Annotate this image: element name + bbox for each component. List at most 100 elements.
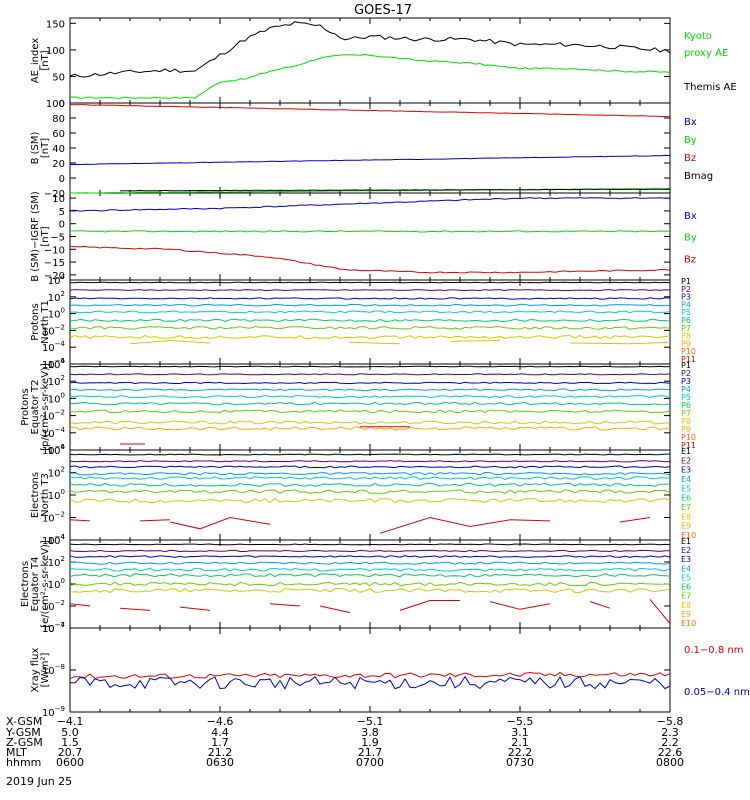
y-axis-label: Xray flux [30, 648, 41, 693]
series-kyoto-ae [69, 53, 671, 99]
footer-value: 2.2 [661, 736, 679, 749]
footer-value: 20.7 [58, 746, 83, 759]
legend-label: P10 [681, 347, 696, 356]
y-tick-label: 80 [52, 114, 65, 125]
footer-value: −5.1 [357, 715, 384, 728]
series-bsm-bz [69, 104, 670, 118]
series-p4 [69, 303, 671, 307]
legend-label: P5 [681, 393, 691, 402]
footer-value: 3.8 [361, 726, 379, 739]
series-e5 [69, 476, 671, 481]
legend-label: Kyoto [684, 31, 712, 42]
panel-frame [69, 17, 671, 104]
series-p7 [69, 325, 671, 330]
footer-row-label: Z-GSM [6, 736, 43, 749]
series-p9-gaps-2 [449, 340, 501, 342]
legend-label: E4 [681, 564, 691, 573]
series-p2 [69, 289, 671, 292]
legend-label: P9 [681, 425, 691, 434]
legend-label: E10 [681, 531, 696, 540]
y-axis-label: [nT] [40, 226, 51, 246]
series-e4 [69, 471, 671, 476]
series-e9-gaps-4 [619, 517, 651, 523]
y-tick-label: 0 [59, 174, 65, 185]
legend-label: P11 [681, 355, 696, 364]
y-tick-label: −10 [44, 245, 65, 256]
y-tick-label: −15 [44, 258, 65, 269]
series-e2 [69, 549, 671, 553]
legend-label: E2 [681, 546, 691, 555]
footer-value: 0800 [656, 756, 684, 769]
legend-label: P3 [681, 293, 691, 302]
legend-label: By [684, 233, 697, 244]
y-axis-label: [nT] [40, 138, 51, 158]
series-bdiff-bx [69, 197, 670, 212]
y-tick-label: 20 [52, 159, 65, 170]
legend-label: P10 [681, 433, 696, 442]
series-e9-gaps-8 [649, 599, 671, 624]
legend-label: E2 [681, 456, 691, 465]
footer-value: −4.1 [57, 715, 84, 728]
legend-label: P3 [681, 377, 691, 386]
series-p5 [69, 395, 671, 399]
footer-row-label: X-GSM [6, 715, 42, 728]
legend-label: E6 [681, 494, 691, 503]
legend-label: P4 [681, 385, 691, 394]
legend-label: E3 [681, 466, 691, 475]
panel-frame [69, 363, 671, 451]
legend-label: P7 [681, 324, 691, 333]
series-e9-gaps-3 [269, 603, 301, 607]
footer-value: 5.0 [61, 726, 79, 739]
y-tick-label: −20 [44, 271, 65, 282]
y-tick-label: 104 [48, 273, 66, 287]
series-e2 [69, 460, 671, 463]
series-e6 [69, 482, 671, 487]
series-e9-gaps-5 [399, 600, 460, 611]
legend-label: 0.1−0.8 nm [684, 645, 743, 656]
legend-label: P7 [681, 409, 691, 418]
legend-label: proxy AE [684, 48, 728, 59]
footer-value: 0600 [56, 756, 84, 769]
legend-label: P11 [681, 441, 696, 450]
footer-value: 2.3 [661, 726, 679, 739]
footer-value: 0730 [506, 756, 534, 769]
footer-value: 1.5 [61, 736, 79, 749]
series-e9-gaps-6 [489, 601, 551, 610]
footer-value: 0630 [206, 756, 234, 769]
legend-label: Themis AE [683, 82, 737, 93]
legend-label: P5 [681, 308, 691, 317]
series-e9-gaps-4 [319, 605, 351, 614]
series-p6 [69, 401, 671, 406]
series-e9-gaps-0 [69, 519, 91, 522]
footer-value: −4.6 [207, 715, 234, 728]
series-xray-short [69, 675, 671, 690]
series-e8 [69, 588, 671, 594]
legend-label: E6 [681, 583, 691, 592]
footer-value: −5.5 [507, 715, 534, 728]
y-tick-label: 10 [52, 194, 65, 205]
y-tick-label: 150 [46, 19, 65, 30]
y-axis-label: North T3 [40, 473, 51, 517]
legend-label: E9 [681, 522, 691, 531]
series-p2 [69, 373, 671, 376]
y-tick-label: 0 [59, 99, 65, 110]
series-e3 [69, 465, 671, 469]
date-label: 2019 Jun 25 [6, 775, 72, 788]
series-e9-gaps-1 [119, 607, 151, 611]
series-e9-gaps-2 [169, 516, 271, 530]
series-e3 [69, 555, 671, 558]
series-e7 [69, 489, 671, 494]
series-p1 [69, 281, 671, 284]
y-tick-label: 104 [48, 443, 66, 457]
y-tick-label: 100 [46, 99, 65, 110]
series-bdiff-bz [69, 245, 671, 274]
footer-value: 22.6 [658, 746, 683, 759]
legend-label: Bz [684, 153, 696, 164]
footer-value: −5.8 [657, 715, 684, 728]
series-themis-ae [69, 21, 671, 78]
y-axis-label: B (SM) [30, 131, 41, 164]
y-axis-label: Protons [20, 388, 31, 425]
